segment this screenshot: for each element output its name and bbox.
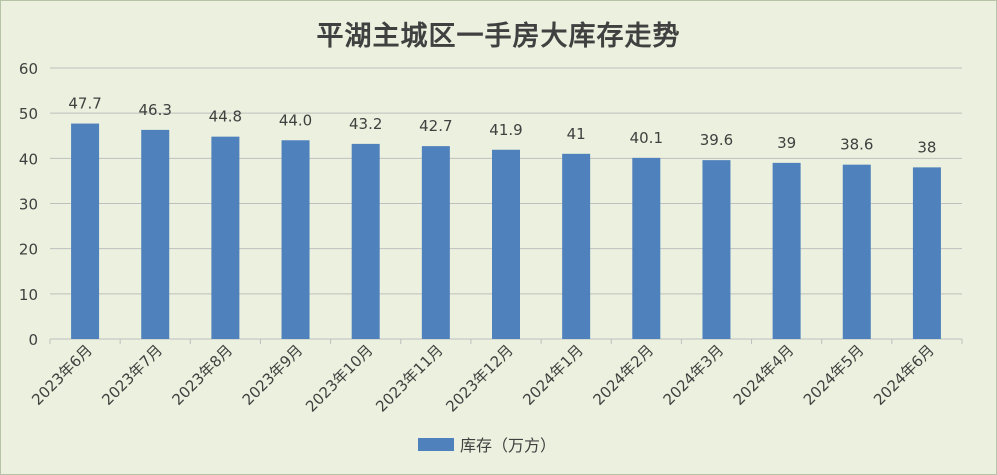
bar — [351, 143, 380, 339]
y-tick-label: 40 — [19, 150, 38, 168]
x-tick-label: 2023年10月 — [302, 341, 376, 415]
x-tick-label: 2023年11月 — [372, 341, 446, 415]
data-label: 41.9 — [489, 121, 522, 139]
chart-title: 平湖主城区一手房大库存走势 — [316, 21, 681, 52]
x-tick-label: 2023年12月 — [442, 341, 516, 415]
x-tick-label: 2024年3月 — [660, 341, 728, 409]
y-tick-label: 0 — [28, 331, 38, 349]
data-label: 44.0 — [279, 111, 312, 129]
data-label: 41 — [567, 125, 586, 143]
data-label: 39 — [777, 134, 796, 152]
bar — [141, 129, 170, 339]
data-label: 44.8 — [209, 108, 242, 126]
legend-swatch — [418, 437, 454, 451]
x-tick-label: 2024年2月 — [589, 341, 657, 409]
x-tick-label: 2023年8月 — [169, 341, 237, 409]
y-tick-label: 30 — [19, 196, 38, 214]
bar — [772, 162, 801, 339]
bar — [71, 123, 100, 340]
x-tick-label: 2024年6月 — [870, 341, 938, 409]
bar — [492, 149, 520, 339]
bar — [912, 167, 941, 339]
data-label: 38.6 — [840, 136, 873, 154]
legend-label: 库存（万方） — [460, 436, 557, 455]
data-label: 40.1 — [630, 129, 663, 147]
y-tick-label: 50 — [19, 105, 38, 123]
y-tick-label: 60 — [19, 60, 38, 78]
data-label: 43.2 — [349, 115, 382, 133]
data-label: 46.3 — [139, 101, 172, 119]
y-tick-label: 20 — [19, 241, 38, 259]
data-label: 47.7 — [68, 95, 101, 113]
data-label: 38 — [917, 138, 936, 156]
bar — [562, 153, 591, 339]
y-tick-label: 10 — [19, 286, 38, 304]
x-tick-label: 2024年5月 — [800, 341, 868, 409]
bar — [842, 164, 871, 339]
legend: 库存（万方） — [418, 432, 556, 456]
x-tick-label: 2024年4月 — [730, 341, 798, 409]
bar — [702, 160, 731, 339]
x-tick-label: 2023年7月 — [98, 341, 166, 409]
bar — [281, 140, 310, 339]
data-label: 42.7 — [419, 117, 452, 135]
bar — [632, 157, 661, 339]
x-tick-label: 2023年9月 — [239, 341, 307, 409]
bar — [421, 146, 450, 339]
bar — [211, 136, 240, 339]
x-tick-label: 2023年6月 — [28, 341, 96, 409]
data-label: 39.6 — [700, 131, 733, 149]
x-tick-label: 2024年1月 — [519, 341, 587, 409]
